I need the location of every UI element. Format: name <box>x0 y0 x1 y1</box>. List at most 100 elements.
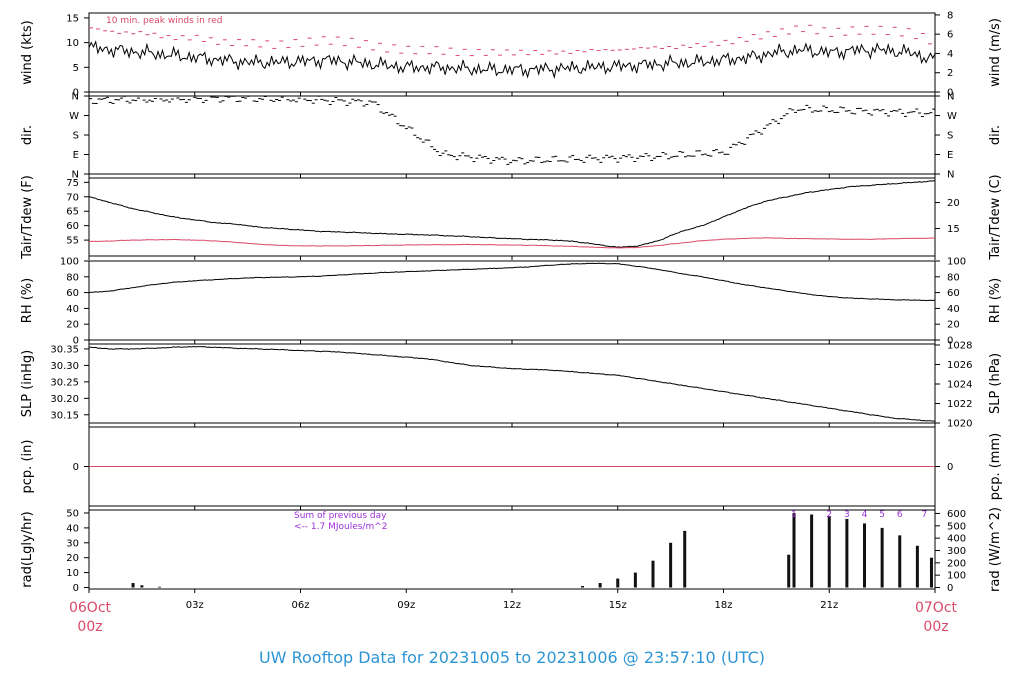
rad-bar <box>616 578 620 588</box>
dir-ytick-label: N <box>72 92 79 103</box>
rad-bar <box>598 583 602 588</box>
slp-panel: SLP (inHg) SLP (hPa) 30.15 30.20 30.25 30.30 3… <box>20 340 1003 429</box>
dir-ytick-label: E <box>73 150 79 161</box>
rad-bar <box>810 514 814 588</box>
dir-ytick-label: S <box>73 131 79 142</box>
rh-ytick-label: 80 <box>66 272 79 283</box>
wind-ytick-label: 0 <box>73 88 79 99</box>
rad-hour-label: 1 <box>791 510 797 520</box>
wind-ytick-label-right: 2 <box>947 68 953 79</box>
rh-ytick-label: 40 <box>66 304 79 315</box>
temp-ytick-label-right: 15 <box>947 224 960 235</box>
rad-frame <box>88 509 936 590</box>
wind-ylabel: wind (kts) <box>20 20 35 84</box>
rh-panel: RH (%) RH (%) 0 20 40 60 80 100 0 20 40 60 80 100 <box>20 257 1003 347</box>
wind-speed-line <box>88 40 936 80</box>
x-tick-label: 18z <box>715 600 733 611</box>
rad-ylabel: rad(Lgly/hr) <box>20 511 35 587</box>
slp-ytick-label-right: 1028 <box>947 340 972 351</box>
x-start-date: 06Oct <box>69 600 112 616</box>
rad-ytick-label-right: 600 <box>947 509 966 520</box>
dir-ytick-label-right: W <box>947 111 957 122</box>
rad-bar <box>683 530 687 588</box>
wind-ytick-label-right: 0 <box>947 88 953 99</box>
rad-annotation-1: Sum of previous day <box>294 511 387 521</box>
x-tick-label: 15z <box>609 600 627 611</box>
rad-bar <box>880 527 884 588</box>
wind-annotation: 10 min. peak winds in red <box>106 16 223 26</box>
slp-ylabel: SLP (inHg) <box>20 350 35 418</box>
slp-ytick-label: 30.25 <box>50 377 79 388</box>
dewpoint-line <box>88 237 936 249</box>
rad-bar <box>792 512 796 588</box>
rad-hour-label: 5 <box>879 510 885 520</box>
rad-bar <box>787 554 791 588</box>
rh-ytick-label: 100 <box>60 257 79 268</box>
temp-ylabel: Tair/Tdew (F) <box>20 175 35 260</box>
rad-bar <box>651 560 655 588</box>
rh-ytick-label: 0 <box>73 336 79 347</box>
wind-ytick-label-right: 6 <box>947 30 953 41</box>
wind-ytick-label: 15 <box>66 13 79 24</box>
chart-title: UW Rooftop Data for 20231005 to 20231006… <box>258 648 766 667</box>
rad-ytick-label-right: 300 <box>947 546 966 557</box>
rh-line <box>88 262 936 302</box>
rad-ytick-label: 20 <box>66 553 79 564</box>
slp-ytick-label: 30.35 <box>50 344 79 355</box>
rad-bar <box>827 515 831 588</box>
rh-ytick-label-right: 60 <box>947 288 960 299</box>
rad-hour-label: 2 <box>826 510 832 520</box>
temp-ytick-label: 75 <box>66 178 79 189</box>
rh-ytick-label-right: 100 <box>947 257 966 268</box>
rad-hour-label: 7 <box>922 510 928 520</box>
wind-ytick-label: 5 <box>73 63 79 74</box>
air-temp-line <box>88 180 936 248</box>
temp-ytick-label: 60 <box>66 221 79 232</box>
x-tick-label: 12z <box>503 600 521 611</box>
rad-bar <box>863 523 866 588</box>
x-tick-label: 21z <box>820 600 838 611</box>
pcp-panel: pcp. (in) pcp. (mm) 0 0 <box>20 426 1003 510</box>
dir-ylabel: dir. <box>20 125 35 145</box>
x-tick-label: 09z <box>397 600 415 611</box>
slp-ylabel-right: SLP (hPa) <box>988 353 1003 414</box>
rh-ytick-label-right: 80 <box>947 272 960 283</box>
rad-bar <box>669 542 673 588</box>
rh-ylabel: RH (%) <box>20 278 35 323</box>
slp-ytick-label-right: 1020 <box>947 419 972 430</box>
temp-ylabel-right: Tair/Tdew (C) <box>988 174 1003 260</box>
pcp-ylabel-right: pcp. (mm) <box>988 433 1003 500</box>
x-tick-label: 06z <box>292 600 310 611</box>
rad-bar <box>633 572 637 588</box>
dir-ylabel-right: dir. <box>988 125 1003 145</box>
rad-ytick-label-right: 400 <box>947 534 966 545</box>
slp-ytick-label: 30.20 <box>50 394 79 405</box>
rad-ytick-label-right: 0 <box>947 583 953 594</box>
rad-bar <box>140 585 144 588</box>
slp-ytick-label-right: 1026 <box>947 360 972 371</box>
rad-ytick-label: 0 <box>73 583 79 594</box>
rh-ytick-label: 20 <box>66 320 79 331</box>
x-start-hour: 00z <box>77 619 102 635</box>
temp-ytick-label: 55 <box>66 236 79 247</box>
x-axis: 03z 06z 09z 12z 15z 18z 21z 06Oct 00z 07Oct 00z <box>69 600 958 635</box>
pcp-ytick-label: 0 <box>73 462 79 473</box>
dir-ytick-label-right: N <box>947 170 954 181</box>
slp-frame <box>88 343 936 424</box>
rad-panel: rad(Lgly/hr) rad (W/m^2)01020304050010020… <box>20 507 1003 594</box>
rh-ylabel-right: RH (%) <box>988 278 1003 323</box>
rad-bar <box>581 586 584 588</box>
rh-frame <box>88 260 936 341</box>
rad-bar <box>131 583 135 588</box>
dir-ytick-label: W <box>69 111 79 122</box>
temp-panel: Tair/Tdew (F) Tair/Tdew (C) 55 60 65 70 75 15 20 <box>20 174 1003 260</box>
temp-ytick-label: 70 <box>66 192 79 203</box>
temp-ytick-label-right: 20 <box>947 198 960 209</box>
rh-ytick-label-right: 0 <box>947 336 953 347</box>
dir-ytick-label-right: N <box>947 92 954 103</box>
wind-panel: wind (kts) wind (m/s) 0 5 10 15 0 2 4 6 8 10 min. p… <box>20 10 1003 98</box>
rad-ytick-label: 50 <box>66 508 79 519</box>
temp-frame <box>88 177 936 257</box>
